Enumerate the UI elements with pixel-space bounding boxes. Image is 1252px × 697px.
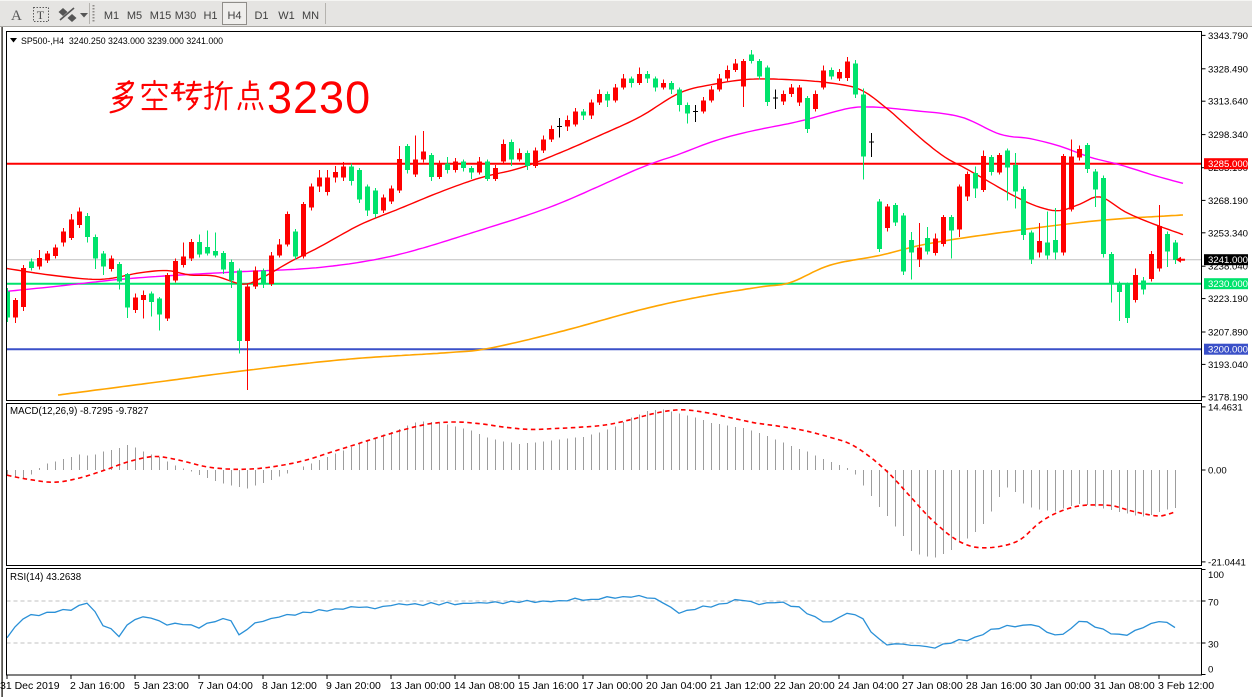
svg-text:3207.890: 3207.890 [1208, 328, 1248, 339]
svg-text:3200.000: 3200.000 [1208, 345, 1248, 356]
svg-text:-21.0441: -21.0441 [1208, 557, 1246, 568]
svg-text:24 Jan 04:00: 24 Jan 04:00 [838, 680, 899, 692]
svg-text:0: 0 [1208, 665, 1213, 676]
svg-text:13 Jan 00:00: 13 Jan 00:00 [390, 680, 451, 692]
svg-text:21 Jan 12:00: 21 Jan 12:00 [710, 680, 771, 692]
svg-text:31 Dec 2019: 31 Dec 2019 [0, 680, 60, 692]
svg-text:17 Jan 00:00: 17 Jan 00:00 [582, 680, 643, 692]
svg-text:9 Jan 20:00: 9 Jan 20:00 [326, 680, 381, 692]
svg-text:3268.190: 3268.190 [1208, 196, 1248, 207]
svg-text:3230.000: 3230.000 [1208, 279, 1248, 290]
svg-text:5 Jan 23:00: 5 Jan 23:00 [134, 680, 189, 692]
svg-text:RSI(14) 43.2638: RSI(14) 43.2638 [10, 572, 81, 583]
svg-text:30: 30 [1208, 640, 1219, 651]
svg-text:M30: M30 [175, 10, 196, 22]
svg-text:MN: MN [302, 10, 319, 22]
svg-text:3298.340: 3298.340 [1208, 130, 1248, 141]
svg-text:7 Jan 04:00: 7 Jan 04:00 [198, 680, 253, 692]
svg-text:3178.190: 3178.190 [1208, 392, 1248, 403]
svg-text:M15: M15 [150, 10, 171, 22]
svg-text:14 Jan 08:00: 14 Jan 08:00 [454, 680, 515, 692]
svg-text:M5: M5 [127, 10, 142, 22]
svg-text:3313.640: 3313.640 [1208, 97, 1248, 108]
svg-text:H1: H1 [203, 10, 217, 22]
svg-text:3230: 3230 [267, 72, 371, 123]
svg-text:22 Jan 20:00: 22 Jan 20:00 [774, 680, 835, 692]
svg-text:3253.340: 3253.340 [1208, 228, 1248, 239]
svg-text:15 Jan 16:00: 15 Jan 16:00 [518, 680, 579, 692]
svg-text:70: 70 [1208, 598, 1219, 609]
svg-text:3328.490: 3328.490 [1208, 64, 1248, 75]
svg-text:0.00: 0.00 [1208, 466, 1227, 477]
svg-text:100: 100 [1208, 570, 1224, 581]
svg-text:28 Jan 16:00: 28 Jan 16:00 [966, 680, 1027, 692]
svg-text:2 Jan 16:00: 2 Jan 16:00 [70, 680, 125, 692]
svg-text:30 Jan 00:00: 30 Jan 00:00 [1030, 680, 1091, 692]
svg-text:3 Feb 12:00: 3 Feb 12:00 [1158, 680, 1214, 692]
svg-text:3193.040: 3193.040 [1208, 360, 1248, 371]
svg-text:M1: M1 [104, 10, 119, 22]
svg-text:27 Jan 08:00: 27 Jan 08:00 [902, 680, 963, 692]
svg-text:3343.790: 3343.790 [1208, 31, 1248, 42]
svg-text:3241.000: 3241.000 [1208, 255, 1248, 266]
svg-text:D1: D1 [254, 10, 268, 22]
svg-text:T: T [37, 8, 45, 22]
svg-text:H4: H4 [227, 10, 241, 22]
svg-text:8 Jan 12:00: 8 Jan 12:00 [262, 680, 317, 692]
svg-text:MACD(12,26,9) -8.7295 -9.7827: MACD(12,26,9) -8.7295 -9.7827 [10, 406, 148, 417]
svg-text:31 Jan 08:00: 31 Jan 08:00 [1094, 680, 1155, 692]
svg-text:14.4631: 14.4631 [1208, 402, 1243, 413]
svg-text:W1: W1 [278, 10, 295, 22]
svg-text:A: A [11, 8, 22, 24]
svg-text:SP500-,H4 3240.250 3243.000 3: SP500-,H4 3240.250 3243.000 3239.000 324… [21, 36, 223, 46]
svg-text:3223.190: 3223.190 [1208, 294, 1248, 305]
svg-text:3238.040: 3238.040 [1208, 262, 1248, 273]
svg-text:3285.000: 3285.000 [1208, 159, 1248, 170]
svg-text:20 Jan 04:00: 20 Jan 04:00 [646, 680, 707, 692]
